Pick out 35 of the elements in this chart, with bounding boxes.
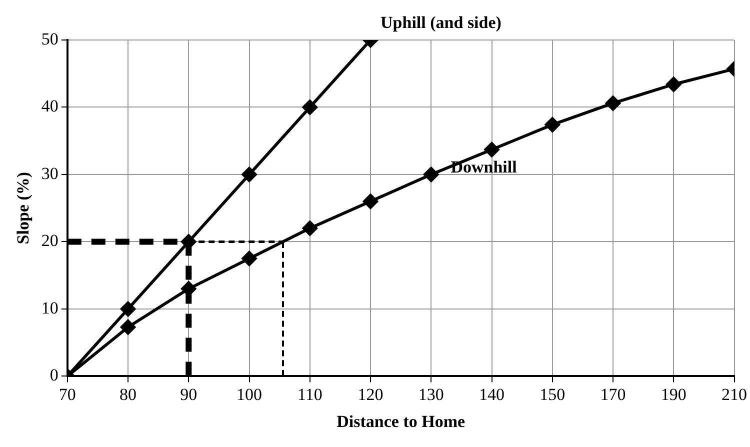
x-axis-title: Distance to Home [336, 412, 466, 432]
y-tick-label: 50 [41, 29, 58, 48]
y-tick-label: 10 [41, 298, 58, 318]
point [606, 96, 621, 111]
y-tick-label: 40 [41, 96, 58, 116]
x-tick-label: 90 [180, 384, 198, 404]
series-label: Downhill [450, 157, 518, 176]
point [544, 117, 560, 132]
y-tick-label: 0 [50, 366, 58, 385]
x-tick-label: 140 [479, 384, 505, 404]
x-tick-label: 80 [120, 384, 137, 404]
x-tick-label: 100 [236, 384, 262, 404]
x-tick-label: 170 [600, 384, 626, 404]
x-tick-label: 70 [58, 384, 76, 404]
point [363, 194, 378, 209]
point [424, 166, 439, 182]
x-tick-label: 150 [540, 384, 566, 404]
point [120, 320, 136, 335]
point [302, 100, 318, 115]
point [242, 251, 257, 266]
x-tick-label: 120 [358, 384, 384, 404]
y-tick-label: 30 [41, 164, 58, 183]
x-tick-label: 130 [418, 384, 444, 404]
point [181, 281, 196, 296]
point [120, 301, 136, 316]
series-label: Uphill (and side) [380, 12, 502, 32]
y-tick-label: 20 [41, 231, 58, 250]
x-tick-label: 210 [722, 384, 747, 404]
point [302, 220, 318, 236]
point [484, 142, 500, 158]
x-tick-label: 110 [297, 384, 322, 404]
y-axis-title: Slope (%) [14, 172, 33, 244]
point [666, 76, 682, 92]
x-tick-label: 190 [660, 384, 686, 404]
point [242, 166, 257, 182]
